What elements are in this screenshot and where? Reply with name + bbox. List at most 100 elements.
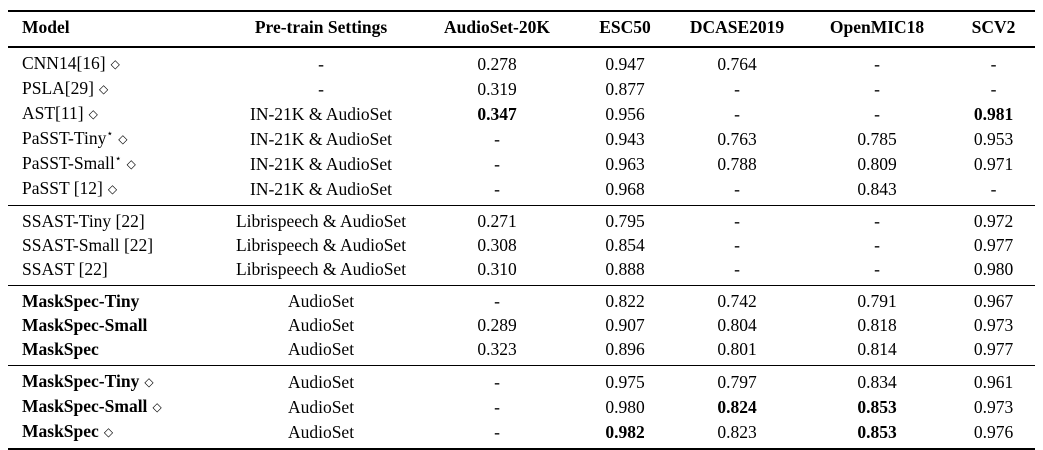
table-row: MaskSpec-Small AudioSet 0.289 0.907 0.804 0.8…	[8, 313, 1035, 337]
model-cell: MaskSpec-Small	[8, 313, 226, 337]
openmic18-cell: -	[874, 235, 880, 255]
column-header-dcase2019: DCASE2019	[672, 11, 802, 48]
model-name: MaskSpec-Small	[22, 396, 148, 416]
pretrain-cell: AudioSet	[287, 396, 355, 417]
scv2-cell: -	[990, 78, 997, 99]
model-name: SSAST [22]	[22, 259, 108, 279]
pretrain-cell: Librispeech & AudioSet	[235, 211, 407, 231]
esc50-cell: 0.877	[605, 78, 645, 99]
audioset-20k-cell: 0.347	[477, 103, 517, 124]
table-row: MaskSpec-Small ◇ AudioSet - 0.980 0.824 0.853 0…	[8, 394, 1035, 419]
openmic18-cell: -	[874, 53, 880, 74]
column-header-scv2: SCV2	[952, 11, 1035, 48]
audioset-20k-cell: 0.308	[477, 235, 517, 255]
model-name: MaskSpec	[22, 421, 99, 441]
scv2-cell: 0.953	[973, 128, 1014, 149]
scv2-cell: 0.981	[973, 103, 1014, 124]
pretrain-cell: AudioSet	[287, 291, 355, 311]
pretrain-cell: AudioSet	[287, 371, 355, 392]
model-name: SSAST-Small [22]	[22, 235, 154, 255]
pretrain-cell: -	[318, 78, 324, 99]
esc50-cell: 0.963	[605, 153, 645, 174]
model-name: MaskSpec-Small	[22, 315, 148, 335]
table-row: MaskSpec-Tiny AudioSet - 0.822 0.742 0.791 0.9…	[8, 286, 1035, 314]
table-row: SSAST-Tiny [22] Librispeech & AudioSet 0.2…	[8, 206, 1035, 234]
dcase2019-cell: 0.804	[717, 315, 757, 335]
dcase2019-cell: -	[734, 78, 740, 99]
openmic18-cell: 0.853	[857, 421, 897, 442]
dcase2019-cell: 0.742	[717, 291, 757, 311]
model-name: MaskSpec-Tiny	[22, 291, 140, 311]
table-row: MaskSpec ◇ AudioSet - 0.982 0.823 0.853 0.976	[8, 419, 1035, 449]
model-cell: MaskSpec	[8, 337, 226, 366]
esc50-cell: 0.888	[605, 259, 645, 279]
pretrain-cell: IN-21K & AudioSet	[250, 103, 392, 124]
table-row: PSLA[29] ◇ - 0.319 0.877 - - -	[8, 76, 1035, 101]
scv2-cell: 0.977	[973, 339, 1014, 359]
pretrain-cell: IN-21K & AudioSet	[250, 128, 392, 149]
dcase2019-cell: 0.764	[717, 53, 757, 74]
column-header-esc50: ESC50	[578, 11, 672, 48]
pretrain-cell: Librispeech & AudioSet	[235, 259, 407, 279]
pretrain-cell: AudioSet	[287, 339, 355, 359]
model-cell: MaskSpec-Tiny ◇	[8, 366, 226, 395]
model-cell: MaskSpec-Tiny	[8, 286, 226, 314]
dcase2019-cell: 0.801	[717, 339, 757, 359]
scv2-cell: 0.967	[973, 291, 1014, 311]
diamond-icon: ◇	[152, 400, 162, 414]
table-row: PaSST-Tiny⋆ ◇ IN-21K & AudioSet - 0.943 0.763…	[8, 126, 1035, 151]
model-name: PSLA[29]	[22, 78, 94, 98]
scv2-cell: 0.961	[973, 371, 1014, 392]
column-header-openmic18: OpenMIC18	[802, 11, 952, 48]
audioset-20k-cell: 0.278	[477, 53, 517, 74]
audioset-20k-cell: -	[494, 128, 500, 149]
diamond-icon: ◇	[88, 107, 98, 121]
header-row: Model Pre-train Settings AudioSet-20K ES…	[8, 11, 1035, 48]
column-header-model: Model	[8, 11, 226, 48]
model-cell: PaSST-Tiny⋆ ◇	[8, 126, 226, 151]
openmic18-cell: 0.809	[857, 153, 897, 174]
diamond-icon: ◇	[107, 182, 118, 196]
results-table-container: Model Pre-train Settings AudioSet-20K ES…	[8, 10, 1035, 450]
diamond-icon: ◇	[118, 132, 128, 146]
openmic18-cell: -	[874, 78, 880, 99]
openmic18-cell: -	[874, 103, 880, 124]
dcase2019-cell: -	[734, 259, 740, 279]
openmic18-cell: -	[874, 211, 880, 231]
openmic18-cell: 0.853	[857, 396, 897, 417]
audioset-20k-cell: -	[494, 178, 500, 199]
pretrain-cell: Librispeech & AudioSet	[235, 235, 407, 255]
audioset-20k-cell: -	[494, 396, 500, 417]
esc50-cell: 0.943	[605, 128, 645, 149]
table-row: SSAST [22] Librispeech & AudioSet 0.310 0.8…	[8, 257, 1035, 286]
scv2-cell: 0.977	[973, 235, 1014, 255]
dcase2019-cell: 0.797	[717, 371, 757, 392]
model-name: PaSST [12]	[22, 178, 103, 198]
audioset-20k-cell: -	[494, 153, 500, 174]
model-cell: PaSST-Small⋆ ◇	[8, 151, 226, 176]
audioset-20k-cell: 0.319	[477, 78, 517, 99]
table-row: MaskSpec-Tiny ◇ AudioSet - 0.975 0.797 0.834 0.…	[8, 366, 1035, 395]
table-section-3: MaskSpec-Tiny AudioSet - 0.822 0.742 0.791 0.9…	[8, 285, 1035, 366]
esc50-cell: 0.822	[605, 291, 645, 311]
table-row: AST[11] ◇ IN-21K & AudioSet 0.347 0.956 - - 0.9…	[8, 101, 1035, 126]
audioset-20k-cell: -	[494, 421, 500, 442]
diamond-icon: ◇	[98, 82, 109, 96]
audioset-20k-cell: 0.323	[477, 339, 517, 359]
table-row: MaskSpec AudioSet 0.323 0.896 0.801 0.814 0.97…	[8, 337, 1035, 366]
scv2-cell: 0.976	[973, 421, 1014, 442]
table-section-1: CNN14[16] ◇ - 0.278 0.947 0.764 - - PSLA[29] ◇ - 0.…	[8, 47, 1035, 206]
table-section-4: MaskSpec-Tiny ◇ AudioSet - 0.975 0.797 0.834 0.…	[8, 365, 1035, 450]
model-name: PaSST-Tiny	[22, 128, 107, 148]
model-cell: PaSST [12] ◇	[8, 176, 226, 206]
model-cell: SSAST-Small [22]	[8, 233, 226, 257]
column-header-audioset-20k: AudioSet-20K	[416, 11, 578, 48]
model-name: PaSST-Small	[22, 153, 115, 173]
diamond-icon: ◇	[103, 425, 114, 439]
dcase2019-cell: -	[734, 178, 740, 199]
dcase2019-cell: -	[734, 235, 740, 255]
star-icon: ⋆	[106, 128, 114, 141]
esc50-cell: 0.982	[605, 421, 645, 442]
pretrain-cell: AudioSet	[287, 421, 355, 442]
model-cell: PSLA[29] ◇	[8, 76, 226, 101]
